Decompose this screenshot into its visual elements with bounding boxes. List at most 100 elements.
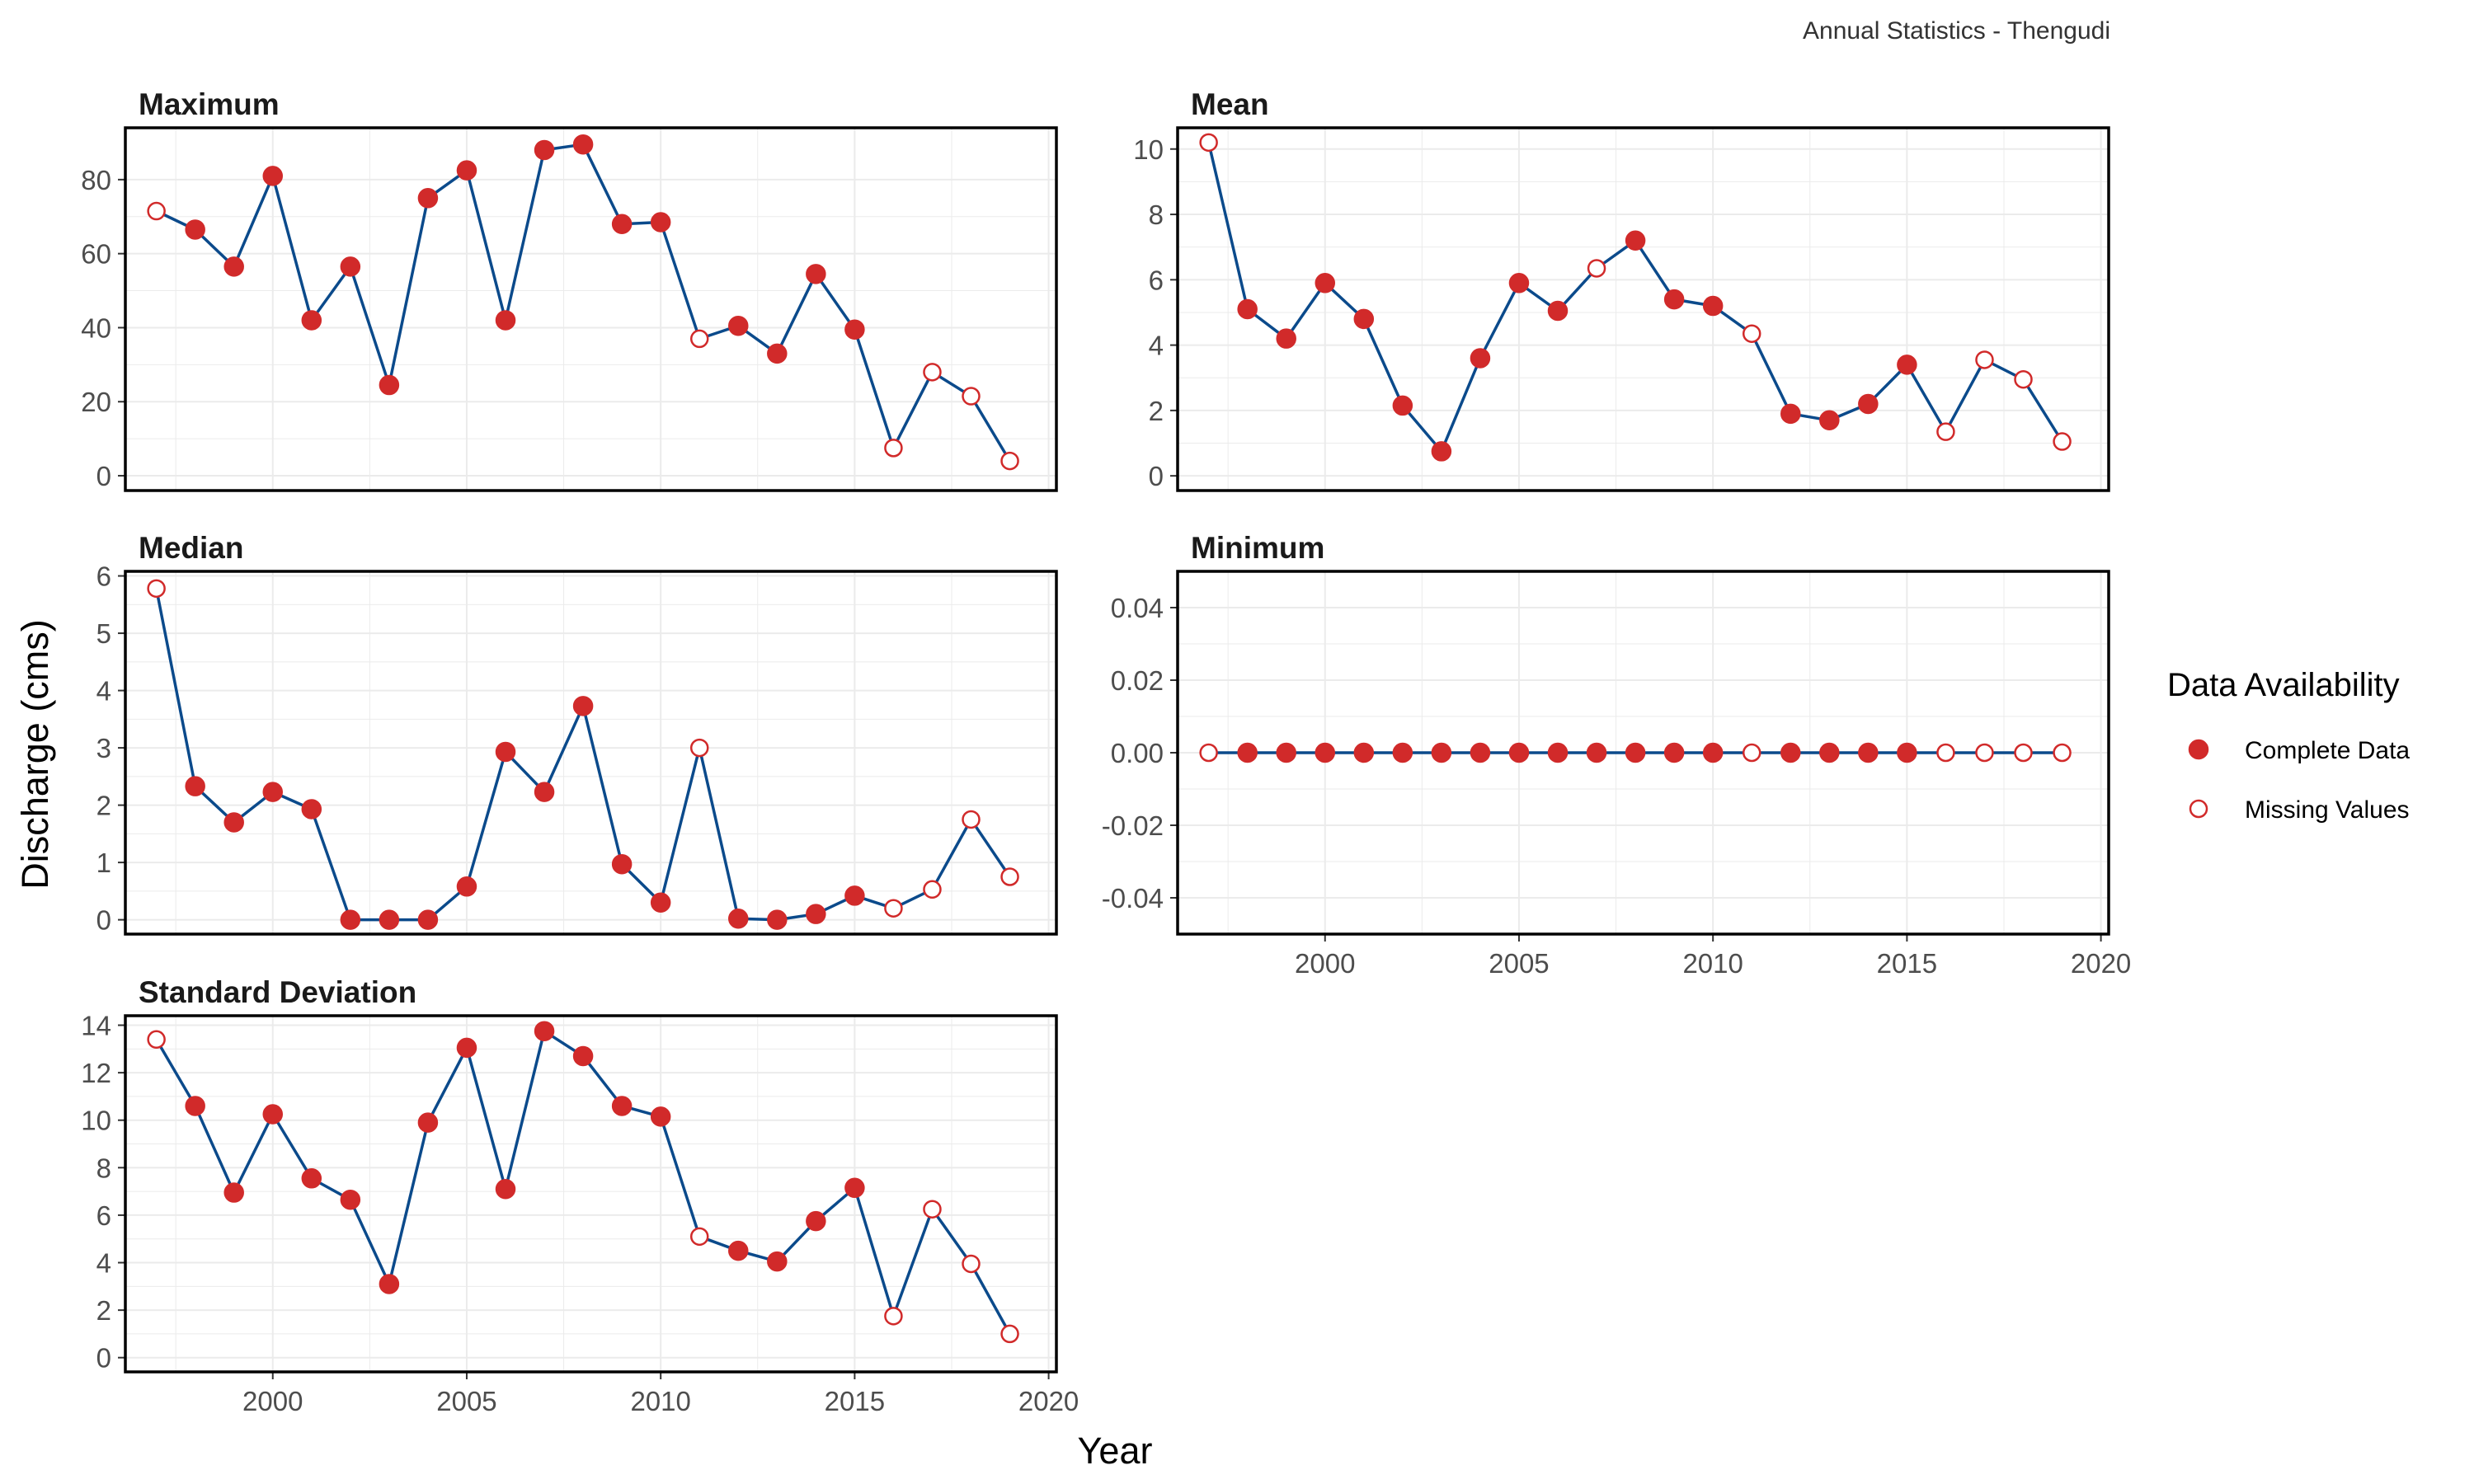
median-panel-title: Median (139, 531, 243, 565)
minimum-data-point-2010 (1702, 742, 1724, 763)
minimum-y-tick-label: 0.04 (1111, 593, 1164, 623)
median-data-point-2011 (689, 738, 709, 758)
minimum-x-tick-label: 2020 (2071, 948, 2131, 979)
maximum-data-point-2017 (923, 363, 942, 382)
minimum-x-tick-label: 2010 (1682, 948, 1743, 979)
mean-data-point-2009 (1663, 289, 1685, 310)
standard-deviation-x-tick-label: 2000 (242, 1386, 303, 1416)
standard-deviation-data-point-2009 (611, 1096, 633, 1116)
maximum-data-point-2019 (1000, 451, 1019, 471)
median-data-point-2016 (884, 899, 903, 918)
minimum-y-tick-label: 0.02 (1111, 665, 1164, 696)
mean-y-tick-label: 6 (1149, 265, 1164, 295)
mean-data-point-2011 (1742, 324, 1761, 343)
median-data-point-2004 (417, 909, 439, 930)
median-data-point-2018 (962, 810, 981, 829)
maximum-data-point-2006 (495, 310, 516, 331)
standard-deviation-panel-title: Standard Deviation (139, 975, 416, 1009)
minimum-data-point-2004 (1470, 742, 1491, 763)
maximum-data-point-1999 (223, 256, 244, 277)
mean-data-point-2005 (1508, 273, 1530, 294)
legend-complete-data-marker (2188, 739, 2209, 760)
mean-data-point-2018 (2014, 369, 2033, 389)
standard-deviation-plot-background (125, 1016, 1056, 1372)
standard-deviation-y-tick-label: 4 (96, 1248, 111, 1279)
mean-data-point-2012 (1780, 403, 1801, 425)
standard-deviation-data-point-2018 (962, 1254, 981, 1274)
mean-data-point-2010 (1702, 295, 1724, 317)
standard-deviation-x-tick-label: 2010 (630, 1386, 690, 1416)
median-data-point-2017 (923, 880, 942, 899)
standard-deviation-data-point-2019 (1000, 1324, 1019, 1344)
median-y-tick-label: 6 (96, 561, 111, 592)
minimum-data-point-2016 (1936, 743, 1955, 763)
median-data-point-2000 (262, 782, 284, 802)
maximum-data-point-2005 (456, 160, 477, 181)
mean-y-tick-label: 10 (1133, 134, 1164, 165)
median-data-point-2015 (844, 885, 865, 906)
maximum-data-point-2010 (650, 212, 671, 232)
median-y-tick-label: 5 (96, 618, 111, 649)
minimum-data-point-2002 (1392, 742, 1413, 763)
minimum-data-point-2001 (1353, 742, 1375, 763)
maximum-data-point-2012 (728, 315, 749, 336)
minimum-x-tick-label: 2015 (1877, 948, 1937, 979)
maximum-y-tick-label: 80 (81, 165, 111, 195)
maximum-data-point-2003 (379, 374, 400, 396)
mean-data-point-2003 (1431, 441, 1452, 462)
standard-deviation-y-tick-label: 8 (96, 1153, 111, 1183)
standard-deviation-x-tick-label: 2015 (825, 1386, 885, 1416)
median-y-tick-label: 2 (96, 791, 111, 821)
minimum-data-point-2011 (1742, 743, 1761, 763)
minimum-data-point-2014 (1858, 742, 1879, 763)
median-data-point-2007 (534, 782, 555, 802)
maximum-y-tick-label: 0 (96, 461, 111, 491)
standard-deviation-y-tick-label: 12 (81, 1058, 111, 1088)
median-data-point-2005 (456, 876, 477, 897)
standard-deviation-data-point-2007 (534, 1021, 555, 1041)
median-data-point-1999 (223, 812, 244, 833)
median-data-point-2003 (379, 909, 400, 930)
standard-deviation-data-point-2003 (379, 1274, 400, 1294)
minimum-panel-border (1176, 570, 2110, 936)
minimum-data-point-2013 (1819, 742, 1840, 763)
maximum-data-point-2013 (767, 343, 788, 364)
median-data-point-2001 (301, 799, 322, 819)
maximum-data-point-1997 (147, 201, 166, 221)
mean-y-tick-label: 4 (1149, 331, 1164, 361)
mean-data-point-2007 (1587, 259, 1606, 278)
maximum-data-point-2000 (262, 166, 284, 186)
maximum-data-point-2009 (611, 214, 633, 234)
mean-panel-title: Mean (1191, 87, 1269, 121)
mean-data-point-2015 (1897, 355, 1917, 375)
standard-deviation-data-point-2002 (340, 1189, 361, 1210)
minimum-data-point-2003 (1431, 742, 1452, 763)
mean-y-tick-label: 8 (1149, 200, 1164, 230)
median-panel-border (124, 570, 1058, 936)
median-data-point-2008 (572, 696, 594, 716)
minimum-panel-title: Minimum (1191, 531, 1324, 565)
minimum-data-point-2018 (2014, 743, 2033, 763)
maximum-panel: Maximum 0 20 40 60 80 (81, 87, 1058, 492)
standard-deviation-data-point-2011 (689, 1227, 709, 1247)
standard-deviation-x-tick-label: 2020 (1018, 1386, 1079, 1416)
standard-deviation-data-point-1999 (223, 1182, 244, 1203)
minimum-data-point-2005 (1508, 742, 1530, 763)
maximum-panel-title: Maximum (139, 87, 280, 121)
standard-deviation-data-point-2001 (301, 1168, 322, 1189)
mean-data-point-2000 (1315, 273, 1336, 294)
minimum-data-point-2017 (1975, 743, 1994, 763)
legend-title: Data Availability (2167, 667, 2400, 703)
mean-data-point-2008 (1625, 230, 1646, 251)
median-y-tick-label: 3 (96, 733, 111, 763)
mean-data-point-2006 (1547, 300, 1569, 322)
mean-data-point-2002 (1392, 395, 1413, 416)
y-axis-title: Discharge (cms) (14, 619, 56, 890)
maximum-data-point-2008 (572, 134, 594, 155)
minimum-panel: Minimum -0.04 -0.02 0.00 0.02 0.04 2000 2005 201… (1102, 531, 2132, 979)
facet-panels: Maximum020406080Mean0246810Median0123456… (81, 87, 2131, 1416)
minimum-data-point-2009 (1663, 742, 1685, 763)
median-data-point-2002 (340, 909, 361, 930)
minimum-data-point-2015 (1897, 742, 1917, 763)
median-plot-background (125, 571, 1056, 934)
